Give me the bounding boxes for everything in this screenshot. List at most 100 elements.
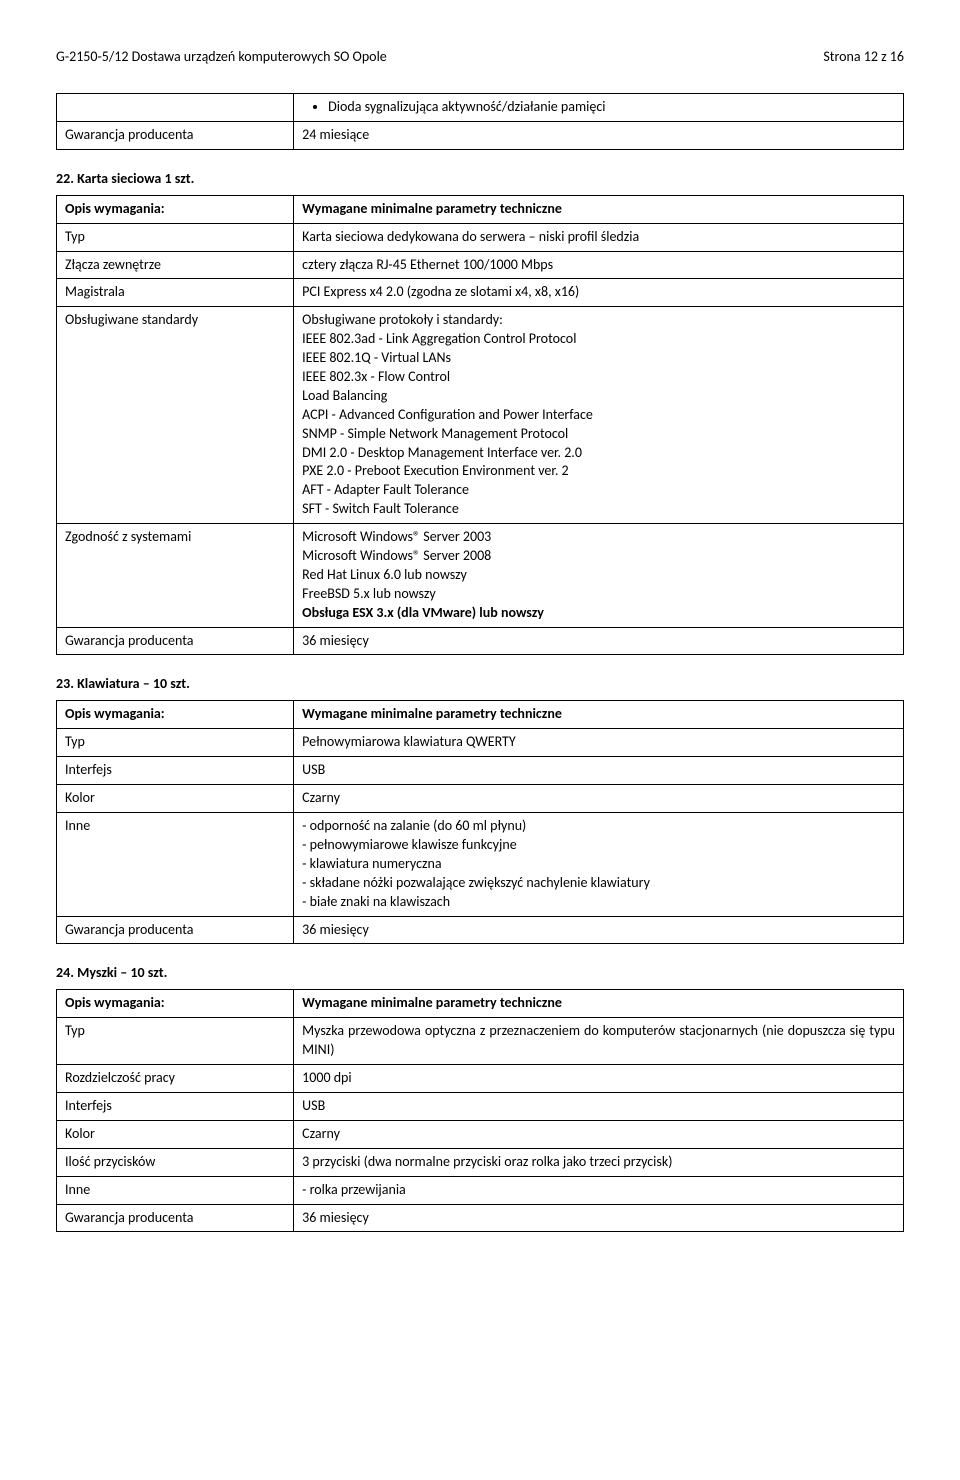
cell-value: 3 przyciski (dwa normalne przyciski oraz… — [294, 1148, 904, 1176]
dash-item: - odporność na zalanie (do 60 ml płynu) — [302, 817, 895, 836]
cell-value: USB — [294, 757, 904, 785]
cell-header-right: Wymagane minimalne parametry techniczne — [294, 990, 904, 1018]
line: IEEE 802.1Q - Virtual LANs — [302, 349, 895, 368]
cell-header-right: Wymagane minimalne parametry techniczne — [294, 195, 904, 223]
cell-label: Gwarancja producenta — [57, 627, 294, 655]
table-row: Inne - odporność na zalanie (do 60 ml pł… — [57, 813, 904, 916]
cell-value: Pełnowymiarowa klawiatura QWERTY — [294, 729, 904, 757]
cell-label: Gwarancja producenta — [57, 121, 294, 149]
cell-value-multiline: Microsoft Windows® Server 2003 Microsoft… — [294, 524, 904, 627]
line: Microsoft Windows® Server 2008 — [302, 547, 895, 566]
line: ACPI - Advanced Configuration and Power … — [302, 406, 895, 425]
table-row: Gwarancja producenta 36 miesięcy — [57, 627, 904, 655]
line: PXE 2.0 - Preboot Execution Environment … — [302, 462, 895, 481]
table-row: Typ Karta sieciowa dedykowana do serwera… — [57, 223, 904, 251]
cell-label: Ilość przycisków — [57, 1148, 294, 1176]
table-row: Gwarancja producenta 24 miesiące — [57, 121, 904, 149]
cell-label: Gwarancja producenta — [57, 1204, 294, 1232]
cell-label: Inne — [57, 1176, 294, 1204]
line: FreeBSD 5.x lub nowszy — [302, 585, 895, 604]
cell-label: Inne — [57, 813, 294, 916]
header-left: G-2150-5/12 Dostawa urządzeń komputerowy… — [56, 48, 387, 65]
table-row: Inne - rolka przewijania — [57, 1176, 904, 1204]
header-right: Strona 12 z 16 — [823, 48, 904, 65]
cell-label: Typ — [57, 729, 294, 757]
cell-label: Rozdzielczość pracy — [57, 1065, 294, 1093]
line: IEEE 802.3ad - Link Aggregation Control … — [302, 330, 895, 349]
table-row: Magistrala PCI Express x4 2.0 (zgodna ze… — [57, 279, 904, 307]
line: Obsługiwane protokoły i standardy: — [302, 311, 895, 330]
table-continuation: Dioda sygnalizująca aktywność/działanie … — [56, 93, 904, 150]
table-row: Dioda sygnalizująca aktywność/działanie … — [57, 94, 904, 122]
cell-label: Typ — [57, 223, 294, 251]
line: DMI 2.0 - Desktop Management Interface v… — [302, 444, 895, 463]
cell-value: 24 miesiące — [294, 121, 904, 149]
line: Red Hat Linux 6.0 lub nowszy — [302, 566, 895, 585]
table-row: Złącza zewnętrze cztery złącza RJ-45 Eth… — [57, 251, 904, 279]
table-row: Obsługiwane standardy Obsługiwane protok… — [57, 307, 904, 524]
cell-value-multiline: Obsługiwane protokoły i standardy: IEEE … — [294, 307, 904, 524]
table-row: Kolor Czarny — [57, 1120, 904, 1148]
cell-label: Interfejs — [57, 1092, 294, 1120]
section-heading-22: 22. Karta sieciowa 1 szt. — [56, 170, 904, 187]
cell-label: Typ — [57, 1018, 294, 1065]
cell-label: Zgodność z systemami — [57, 524, 294, 627]
line: IEEE 802.3x - Flow Control — [302, 368, 895, 387]
table-row: Interfejs USB — [57, 1092, 904, 1120]
section-heading-24: 24. Myszki – 10 szt. — [56, 964, 904, 981]
cell-value: PCI Express x4 2.0 (zgodna ze slotami x4… — [294, 279, 904, 307]
section-heading-23: 23. Klawiatura – 10 szt. — [56, 675, 904, 692]
dash-item: - składane nóżki pozwalające zwiększyć n… — [302, 874, 895, 893]
page-header: G-2150-5/12 Dostawa urządzeń komputerowy… — [56, 48, 904, 65]
table-row: Gwarancja producenta 36 miesięcy — [57, 1204, 904, 1232]
cell-bullet: Dioda sygnalizująca aktywność/działanie … — [294, 94, 904, 122]
cell-label: Obsługiwane standardy — [57, 307, 294, 524]
cell-value-dashes: - odporność na zalanie (do 60 ml płynu) … — [294, 813, 904, 916]
cell-value: Myszka przewodowa optyczna z przeznaczen… — [294, 1018, 904, 1065]
table-row: Kolor Czarny — [57, 785, 904, 813]
table-row: Typ Myszka przewodowa optyczna z przezna… — [57, 1018, 904, 1065]
table-section-23: Opis wymagania: Wymagane minimalne param… — [56, 700, 904, 944]
dash-item: - klawiatura numeryczna — [302, 855, 895, 874]
cell-empty — [57, 94, 294, 122]
table-row: Zgodność z systemami Microsoft Windows® … — [57, 524, 904, 627]
cell-label: Interfejs — [57, 757, 294, 785]
line: SNMP - Simple Network Management Protoco… — [302, 425, 895, 444]
cell-header-left: Opis wymagania: — [57, 701, 294, 729]
table-row: Opis wymagania: Wymagane minimalne param… — [57, 195, 904, 223]
cell-value: 1000 dpi — [294, 1065, 904, 1093]
table-section-24: Opis wymagania: Wymagane minimalne param… — [56, 989, 904, 1232]
table-row: Gwarancja producenta 36 miesięcy — [57, 916, 904, 944]
table-row: Typ Pełnowymiarowa klawiatura QWERTY — [57, 729, 904, 757]
cell-value: 36 miesięcy — [294, 627, 904, 655]
dash-item: - białe znaki na klawiszach — [302, 893, 895, 912]
cell-header-right: Wymagane minimalne parametry techniczne — [294, 701, 904, 729]
table-section-22: Opis wymagania: Wymagane minimalne param… — [56, 195, 904, 656]
cell-value: cztery złącza RJ-45 Ethernet 100/1000 Mb… — [294, 251, 904, 279]
cell-label: Złącza zewnętrze — [57, 251, 294, 279]
cell-header-left: Opis wymagania: — [57, 990, 294, 1018]
cell-value: 36 miesięcy — [294, 1204, 904, 1232]
line: Load Balancing — [302, 387, 895, 406]
cell-label: Magistrala — [57, 279, 294, 307]
table-row: Rozdzielczość pracy 1000 dpi — [57, 1065, 904, 1093]
line: Microsoft Windows® Server 2003 — [302, 528, 895, 547]
cell-value: USB — [294, 1092, 904, 1120]
bullet-list: Dioda sygnalizująca aktywność/działanie … — [302, 98, 895, 117]
bullet-item: Dioda sygnalizująca aktywność/działanie … — [328, 98, 895, 117]
table-row: Opis wymagania: Wymagane minimalne param… — [57, 701, 904, 729]
table-row: Interfejs USB — [57, 757, 904, 785]
line: AFT - Adapter Fault Tolerance — [302, 481, 895, 500]
cell-label: Kolor — [57, 785, 294, 813]
cell-label: Gwarancja producenta — [57, 916, 294, 944]
table-row: Opis wymagania: Wymagane minimalne param… — [57, 990, 904, 1018]
cell-label: Kolor — [57, 1120, 294, 1148]
line-bold: Obsługa ESX 3.x (dla VMware) lub nowszy — [302, 604, 895, 623]
cell-value: 36 miesięcy — [294, 916, 904, 944]
cell-value: Karta sieciowa dedykowana do serwera – n… — [294, 223, 904, 251]
cell-value: Czarny — [294, 785, 904, 813]
line: SFT - Switch Fault Tolerance — [302, 500, 895, 519]
dash-item: - pełnowymiarowe klawisze funkcyjne — [302, 836, 895, 855]
table-row: Ilość przycisków 3 przyciski (dwa normal… — [57, 1148, 904, 1176]
cell-header-left: Opis wymagania: — [57, 195, 294, 223]
